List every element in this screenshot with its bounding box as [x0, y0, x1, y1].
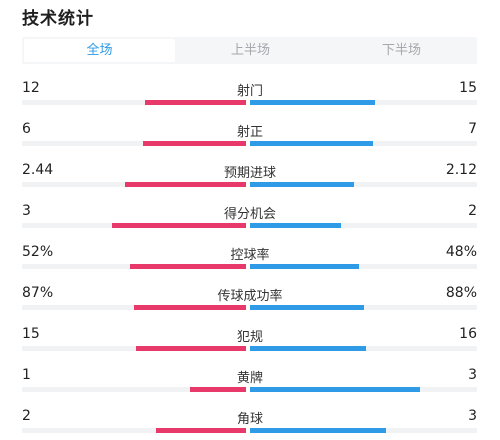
- home-bar: [111, 223, 246, 228]
- stat-label: 控球率: [230, 248, 270, 263]
- stat-row-shots-on-target: 6 射正 7: [0, 121, 500, 151]
- stat-label: 角球: [236, 412, 263, 427]
- away-value: 7: [468, 121, 477, 137]
- away-bar: [250, 223, 341, 228]
- away-value: 2.12: [445, 162, 477, 178]
- away-bar-track: [250, 223, 477, 228]
- home-bar-track: [22, 182, 246, 187]
- away-bar: [250, 428, 387, 433]
- home-bar-track: [22, 141, 246, 146]
- away-value: 88%: [445, 285, 477, 301]
- stat-label: 射门: [236, 84, 263, 99]
- home-value: 3: [22, 203, 31, 219]
- home-value: 6: [22, 121, 31, 137]
- home-bar: [190, 387, 246, 392]
- away-bar: [250, 264, 359, 269]
- stat-row-pass-accuracy: 87% 传球成功率 88%: [0, 285, 500, 315]
- away-bar: [250, 346, 366, 351]
- away-bar-track: [250, 100, 477, 105]
- home-bar-track: [22, 100, 246, 105]
- period-tabs: 全场 上半场 下半场: [22, 37, 477, 64]
- away-value: 16: [459, 326, 477, 342]
- home-bar-track: [22, 264, 246, 269]
- stat-label: 得分机会: [223, 207, 276, 222]
- stat-label: 射正: [236, 125, 263, 140]
- away-bar: [250, 305, 364, 310]
- stat-row-fouls: 15 犯规 16: [0, 326, 500, 356]
- stat-label: 犯规: [236, 330, 263, 345]
- away-bar: [250, 141, 373, 146]
- home-bar: [156, 428, 246, 433]
- away-bar-track: [250, 264, 477, 269]
- home-value: 1: [22, 367, 31, 383]
- tab-full-match[interactable]: 全场: [24, 39, 175, 62]
- stat-row-possession: 52% 控球率 48%: [0, 244, 500, 274]
- away-value: 3: [468, 408, 477, 424]
- away-bar-track: [250, 182, 477, 187]
- away-value: 15: [459, 80, 477, 96]
- home-bar-track: [22, 428, 246, 433]
- away-bar: [250, 100, 375, 105]
- home-bar: [142, 141, 246, 146]
- away-value: 3: [468, 367, 477, 383]
- home-bar-track: [22, 223, 246, 228]
- stat-label: 传球成功率: [217, 289, 283, 304]
- home-bar: [129, 264, 246, 269]
- home-value: 52%: [22, 244, 54, 260]
- home-bar: [134, 305, 246, 310]
- stat-row-expected-goals: 2.44 预期进球 2.12: [0, 162, 500, 192]
- away-bar-track: [250, 305, 477, 310]
- away-value: 2: [468, 203, 477, 219]
- home-bar: [125, 182, 246, 187]
- stat-label: 黄牌: [236, 371, 263, 386]
- section-title: 技术统计: [22, 9, 94, 29]
- away-bar-track: [250, 428, 477, 433]
- stat-row-shots: 12 射门 15: [0, 80, 500, 110]
- away-bar-track: [250, 346, 477, 351]
- away-bar-track: [250, 387, 477, 392]
- home-value: 2.44: [22, 162, 54, 178]
- home-value: 15: [22, 326, 40, 342]
- home-bar-track: [22, 346, 246, 351]
- home-value: 2: [22, 408, 31, 424]
- tab-first-half[interactable]: 上半场: [230, 43, 270, 58]
- stat-row-yellow-cards: 1 黄牌 3: [0, 367, 500, 397]
- home-bar-track: [22, 305, 246, 310]
- away-bar: [250, 182, 355, 187]
- away-bar: [250, 387, 421, 392]
- home-bar: [136, 346, 246, 351]
- tab-second-half[interactable]: 下半场: [381, 43, 421, 58]
- home-bar: [145, 100, 246, 105]
- stat-label: 预期进球: [223, 166, 276, 181]
- away-value: 48%: [445, 244, 477, 260]
- home-value: 87%: [22, 285, 54, 301]
- stat-row-corners: 2 角球 3: [0, 408, 500, 438]
- stat-row-big-chances: 3 得分机会 2: [0, 203, 500, 233]
- home-value: 12: [22, 80, 40, 96]
- home-bar-track: [22, 387, 246, 392]
- away-bar-track: [250, 141, 477, 146]
